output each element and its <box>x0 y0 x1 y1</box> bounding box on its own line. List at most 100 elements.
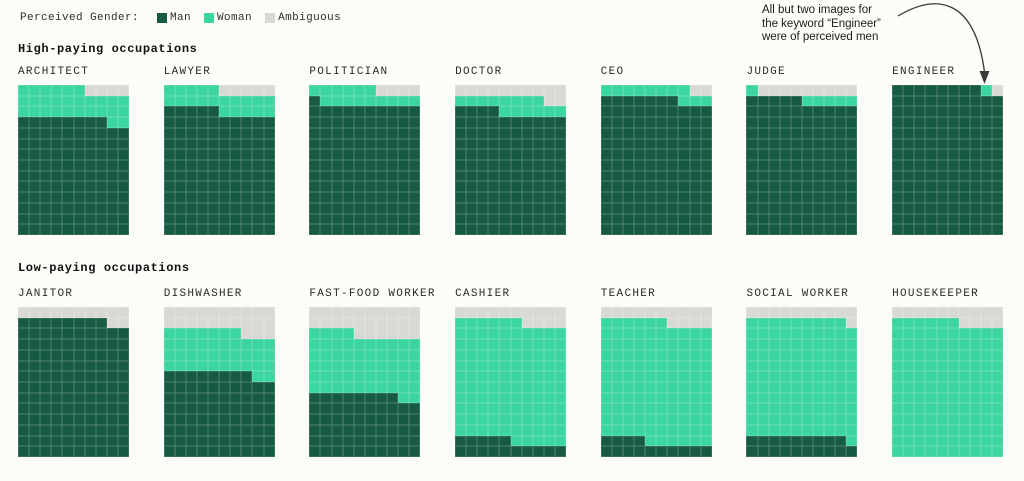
waffle-cell-woman <box>554 382 567 393</box>
waffle-cell-ambiguous <box>969 317 981 329</box>
waffle-cell-man <box>174 392 186 404</box>
waffle-cell-woman <box>678 392 690 404</box>
waffle-cell-woman <box>835 95 847 107</box>
waffle-cell-man <box>667 181 679 193</box>
waffle-cell-man <box>18 349 30 361</box>
waffle-cell-woman <box>700 95 712 107</box>
waffle-cell-woman <box>488 339 500 350</box>
waffle-cell-woman <box>846 95 858 107</box>
waffle-cell-man <box>353 149 365 160</box>
waffle-cell-man <box>219 160 231 171</box>
waffle-cell-man <box>499 192 511 203</box>
waffle-cell-man <box>29 202 41 214</box>
waffle-cell-man <box>466 181 478 193</box>
waffle-cell-ambiguous <box>252 307 264 318</box>
waffle-cell-woman <box>230 95 242 107</box>
waffle-cell-woman <box>554 424 567 436</box>
waffle-cell-man <box>611 117 623 128</box>
waffle-cell-man <box>51 192 63 203</box>
waffle-cell-woman <box>779 392 791 404</box>
waffle-cell-ambiguous <box>532 85 544 96</box>
waffle-cell-man <box>790 160 802 171</box>
waffle-cell-man <box>757 117 769 128</box>
waffle-cell-woman <box>196 328 209 340</box>
waffle-cell-woman <box>208 339 220 350</box>
chart-ceo: CEO <box>600 66 712 235</box>
waffle-cell-ambiguous <box>219 307 231 318</box>
waffle-cell-woman <box>969 446 981 457</box>
waffle-cell-woman <box>499 424 511 436</box>
waffle-cell-man <box>779 213 791 225</box>
waffle-cell-man <box>398 435 410 447</box>
waffle-cell-man <box>903 138 915 150</box>
waffle-cell-ambiguous <box>521 307 533 318</box>
waffle-cell-man <box>40 127 52 139</box>
waffle-cell-woman <box>980 360 993 372</box>
waffle-cell-man <box>980 127 993 139</box>
waffle-cell-man <box>62 435 74 447</box>
waffle-cell-man <box>353 138 365 150</box>
waffle-cell-man <box>903 181 915 193</box>
waffle-cell-woman <box>477 382 489 393</box>
waffle-cell-man <box>106 192 118 203</box>
waffle-cell-woman <box>689 435 701 447</box>
waffle-cell-ambiguous <box>241 317 253 329</box>
waffle-cell-man <box>320 224 332 235</box>
waffle-cell-ambiguous <box>992 85 1004 96</box>
waffle-cell-man <box>106 403 118 415</box>
waffle-cell-woman <box>656 424 668 436</box>
waffle-cell-man <box>477 127 489 139</box>
waffle-cell-man <box>309 202 321 214</box>
waffle-cell-woman <box>174 328 186 340</box>
waffle-cell-man <box>746 95 758 107</box>
waffle-cell-man <box>309 213 321 225</box>
waffle-cell-woman <box>969 339 981 350</box>
waffle-cell-man <box>757 446 769 457</box>
waffle-cell-man <box>62 446 74 457</box>
waffle-cell-man <box>488 138 500 150</box>
waffle-cell-man <box>320 435 332 447</box>
waffle-cell-man <box>936 138 948 150</box>
waffle-cell-man <box>364 424 376 436</box>
waffle-cell-woman <box>779 317 791 329</box>
waffle-cell-woman <box>353 349 365 361</box>
waffle-cell-man <box>801 435 814 447</box>
waffle-cell-woman <box>117 106 129 118</box>
waffle-cell-man <box>779 181 791 193</box>
waffle-cell-woman <box>689 414 701 425</box>
waffle-cell-man <box>95 414 107 425</box>
waffle-cell-man <box>163 382 175 393</box>
waffle-cell-man <box>499 127 511 139</box>
waffle-cell-woman <box>992 339 1004 350</box>
waffle-cell-woman <box>824 371 836 382</box>
waffle-cell-man <box>398 414 410 425</box>
waffle-cell-ambiguous <box>364 328 376 340</box>
waffle-cell-woman <box>455 349 467 361</box>
waffle-cell-man <box>196 424 209 436</box>
waffle-cell-man <box>208 392 220 404</box>
waffle-cell-man <box>252 446 264 457</box>
waffle-cell-man <box>455 202 467 214</box>
waffle-cell-man <box>263 446 275 457</box>
waffle-cell-man <box>969 202 981 214</box>
waffle-cell-man <box>241 414 253 425</box>
waffle-cell-man <box>958 127 970 139</box>
waffle-cell-woman <box>914 371 926 382</box>
waffle-cell-ambiguous <box>846 85 858 96</box>
waffle-cell-man <box>117 127 129 139</box>
waffle-cell-man <box>678 106 690 118</box>
waffle-cell-man <box>230 170 242 182</box>
waffle-cell-man <box>611 213 623 225</box>
waffle-cell-woman <box>409 349 421 361</box>
waffle-cell-woman <box>543 424 555 436</box>
waffle-cell-man <box>73 138 85 150</box>
waffle-cell-man <box>95 371 107 382</box>
waffle-cell-man <box>656 202 668 214</box>
waffle-cell-woman <box>700 382 712 393</box>
waffle-cell-man <box>892 138 904 150</box>
waffle-cell-man <box>263 127 275 139</box>
waffle-cell-woman <box>936 446 948 457</box>
waffle-cell-man <box>106 424 118 436</box>
waffle-cell-ambiguous <box>364 307 376 318</box>
waffle-cell-man <box>29 192 41 203</box>
